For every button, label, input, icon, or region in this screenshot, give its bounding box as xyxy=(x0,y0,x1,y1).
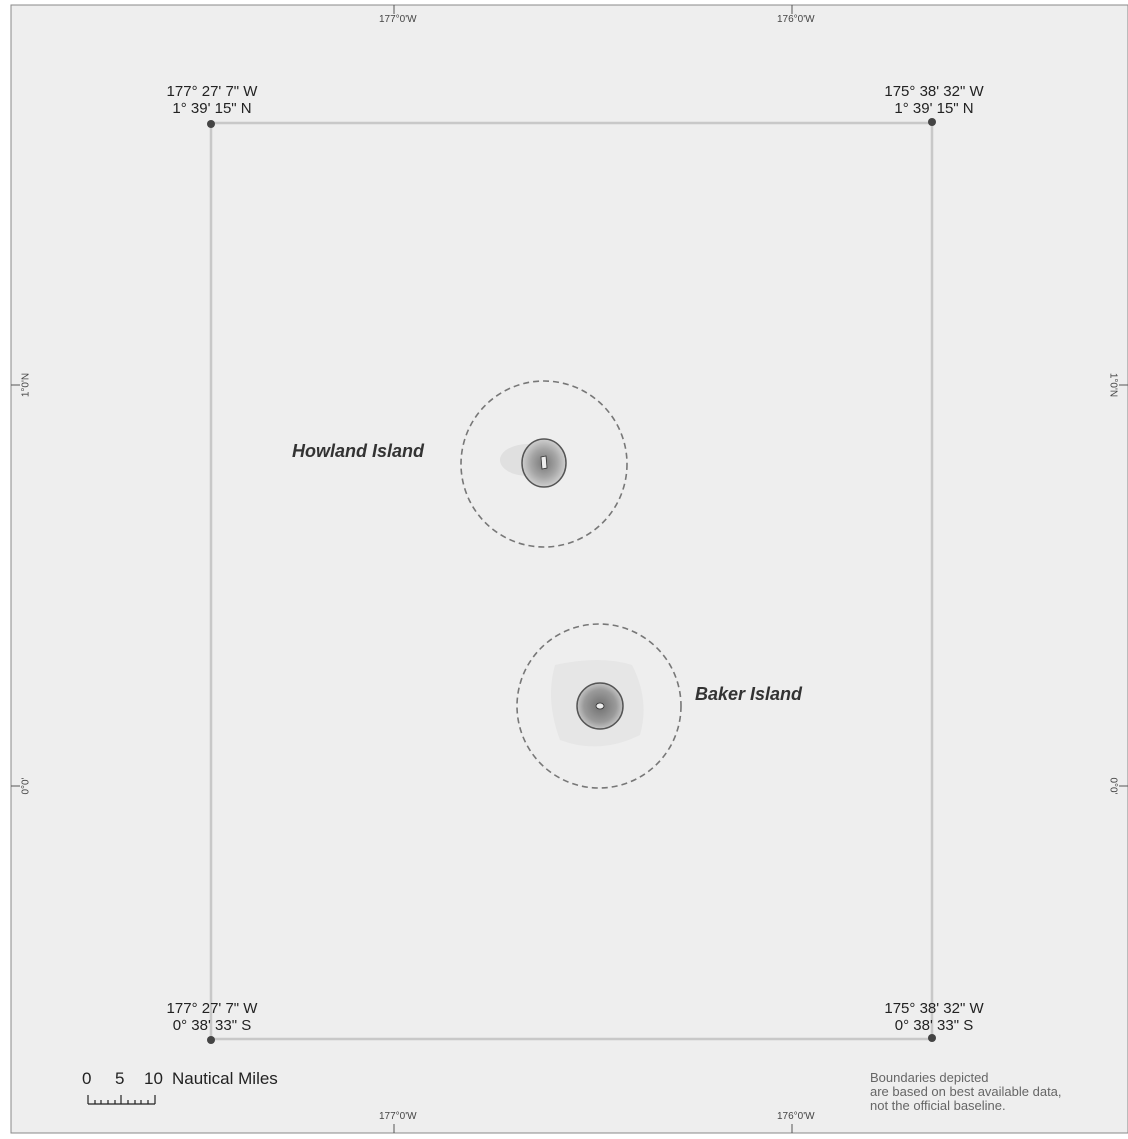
graticule-left-label-2: 0°0' xyxy=(20,777,32,795)
vertex-bottom-left xyxy=(207,1036,215,1044)
map-background xyxy=(10,4,1128,1134)
corner-top-right-lat: 1° 39' 15" N xyxy=(894,100,974,117)
corner-top-left-lon: 177° 27' 7" W xyxy=(166,83,258,100)
howland-island-feature xyxy=(460,380,628,548)
eez-boundary xyxy=(209,121,934,1041)
vertex-top-left xyxy=(207,120,215,128)
graticule-top-label-2: 176°0'W xyxy=(777,14,815,25)
vertex-top-right xyxy=(928,118,936,126)
graticule-bottom-label-1: 177°0'W xyxy=(379,1111,417,1122)
disclaimer-line-3: not the official baseline. xyxy=(870,1098,1006,1113)
graticule-top-label-1: 177°0'W xyxy=(379,14,417,25)
graticule-bottom-label-2: 176°0'W xyxy=(777,1111,815,1122)
scale-unit-label: Nautical Miles xyxy=(172,1069,278,1088)
disclaimer-line-1: Boundaries depicted xyxy=(870,1070,989,1085)
boundary-disclaimer: Boundaries depicted are based on best av… xyxy=(870,1071,1062,1113)
scale-label-0: 0 xyxy=(82,1069,92,1088)
graticule-ticks xyxy=(11,5,1128,1133)
corner-top-left-lat: 1° 39' 15" N xyxy=(172,100,252,117)
disclaimer-line-2: are based on best available data, xyxy=(870,1084,1062,1099)
corner-bottom-right-label: 175° 38' 32" W 0° 38' 33" S xyxy=(884,1000,983,1034)
scale-label-10: 10 xyxy=(144,1069,163,1088)
baker-land xyxy=(595,702,605,710)
corner-bottom-left-lon: 177° 27' 7" W xyxy=(166,1000,258,1017)
corner-bottom-right-lon: 175° 38' 32" W xyxy=(884,1000,984,1017)
howland-12nm-circle xyxy=(460,380,628,548)
baker-12nm-circle xyxy=(516,623,682,789)
baker-island-feature xyxy=(516,623,682,789)
corner-top-left-label: 177° 27' 7" W 1° 39' 15" N xyxy=(167,83,258,117)
graticule-left-label-1: 1°0'N xyxy=(20,372,32,398)
graticule-right-label-1: 1°0'N xyxy=(1107,372,1119,398)
corner-bottom-right-lat: 0° 38' 33" S xyxy=(894,1017,974,1034)
scale-bar-graphic xyxy=(87,1095,156,1105)
howland-island-label: Howland Island xyxy=(292,441,425,461)
baker-island-label: Baker Island xyxy=(695,684,803,704)
corner-bottom-left-lat: 0° 38' 33" S xyxy=(172,1017,252,1034)
boundary-vertices xyxy=(207,118,936,1044)
howland-land xyxy=(540,455,548,470)
vertex-bottom-right xyxy=(928,1034,936,1042)
corner-bottom-left-label: 177° 27' 7" W 0° 38' 33" S xyxy=(167,1000,258,1034)
scale-label-5: 5 xyxy=(115,1069,125,1088)
graticule-right-label-2: 0°0' xyxy=(1107,777,1119,795)
corner-top-right-lon: 175° 38' 32" W xyxy=(884,83,984,100)
corner-top-right-label: 175° 38' 32" W 1° 39' 15" N xyxy=(884,83,983,117)
